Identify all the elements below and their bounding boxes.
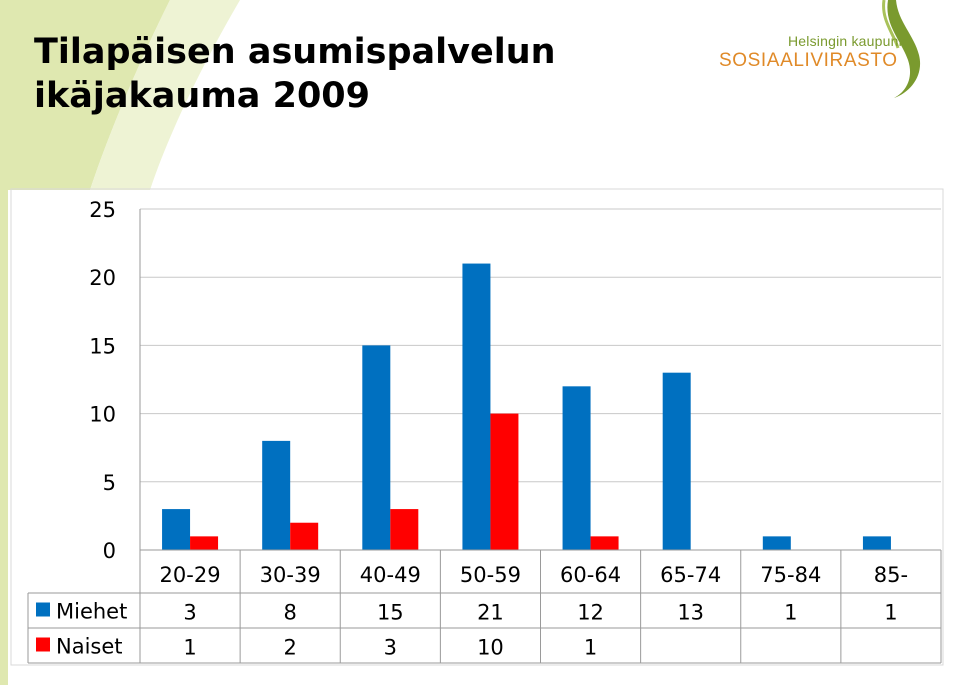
- y-tick-label: 10: [89, 403, 116, 427]
- y-tick-label: 15: [89, 334, 116, 358]
- bars: [162, 263, 891, 550]
- table-value: 1: [183, 636, 196, 660]
- data-table: 20-29 30-39 40-49 50-59 60-64 65-74 75-84 85- Mi…: [27, 549, 942, 664]
- category-label: 20-29: [160, 563, 221, 587]
- category-label: 75-84: [760, 563, 821, 587]
- category-label: 85-: [874, 563, 908, 587]
- table-value: 13: [677, 601, 704, 625]
- category-label: 65-74: [660, 563, 721, 587]
- logo-agency-text: SOSIAALIVIRASTO: [719, 50, 898, 71]
- bar-naiset: [390, 509, 419, 550]
- y-axis: 0 5 10 15 20 25: [89, 198, 141, 563]
- bar-miehet: [262, 440, 291, 550]
- gridlines: [140, 208, 941, 483]
- chart-border: [10, 188, 944, 666]
- bar-miehet: [362, 345, 391, 550]
- bar-naiset: [490, 413, 519, 550]
- bar-miehet: [762, 536, 791, 550]
- table-value: 1: [784, 601, 797, 625]
- series-label: Miehet: [56, 600, 127, 624]
- series-label: Naiset: [56, 635, 123, 659]
- bar-naiset: [590, 536, 619, 550]
- logo-city-text: Helsingin kaupunki: [788, 33, 910, 49]
- legend-swatch-miehet: [36, 602, 50, 617]
- category-label: 60-64: [560, 563, 621, 587]
- title-line-1: Tilapäisen asumispalvelun: [34, 32, 556, 72]
- bar-miehet: [862, 536, 891, 550]
- table-value: 12: [577, 601, 604, 625]
- y-tick-label: 0: [103, 539, 116, 563]
- bar-miehet: [462, 263, 491, 550]
- y-tick-label: 25: [89, 198, 116, 222]
- table-value: 1: [584, 636, 597, 660]
- category-label: 30-39: [260, 563, 321, 587]
- table-value: 1: [884, 601, 897, 625]
- bar-miehet: [562, 386, 591, 550]
- bar-miehet: [162, 509, 191, 550]
- table-value: 3: [384, 636, 397, 660]
- table-value: 15: [377, 601, 404, 625]
- category-label: 50-59: [460, 563, 521, 587]
- bar-miehet: [662, 372, 691, 550]
- category-label: 40-49: [360, 563, 421, 587]
- table-value: 2: [284, 636, 297, 660]
- y-tick-label: 20: [89, 266, 116, 290]
- bar-naiset: [190, 536, 219, 550]
- table-value: 21: [477, 601, 504, 625]
- bar-naiset: [290, 522, 319, 550]
- title-line-2: ikäjakauma 2009: [34, 76, 371, 116]
- organization-logo: Helsingin kaupunki SOSIAALIVIRASTO: [716, 0, 960, 100]
- y-tick-label: 5: [103, 471, 116, 495]
- legend-swatch-naiset: [36, 637, 50, 652]
- table-value: 3: [183, 601, 196, 625]
- table-value: 8: [284, 601, 297, 625]
- chart-frame: [10, 188, 944, 666]
- page-title: Tilapäisen asumispalvelun ikäjakauma 200…: [34, 30, 674, 118]
- leaf-icon: [882, 0, 921, 98]
- table-value: 10: [477, 636, 504, 660]
